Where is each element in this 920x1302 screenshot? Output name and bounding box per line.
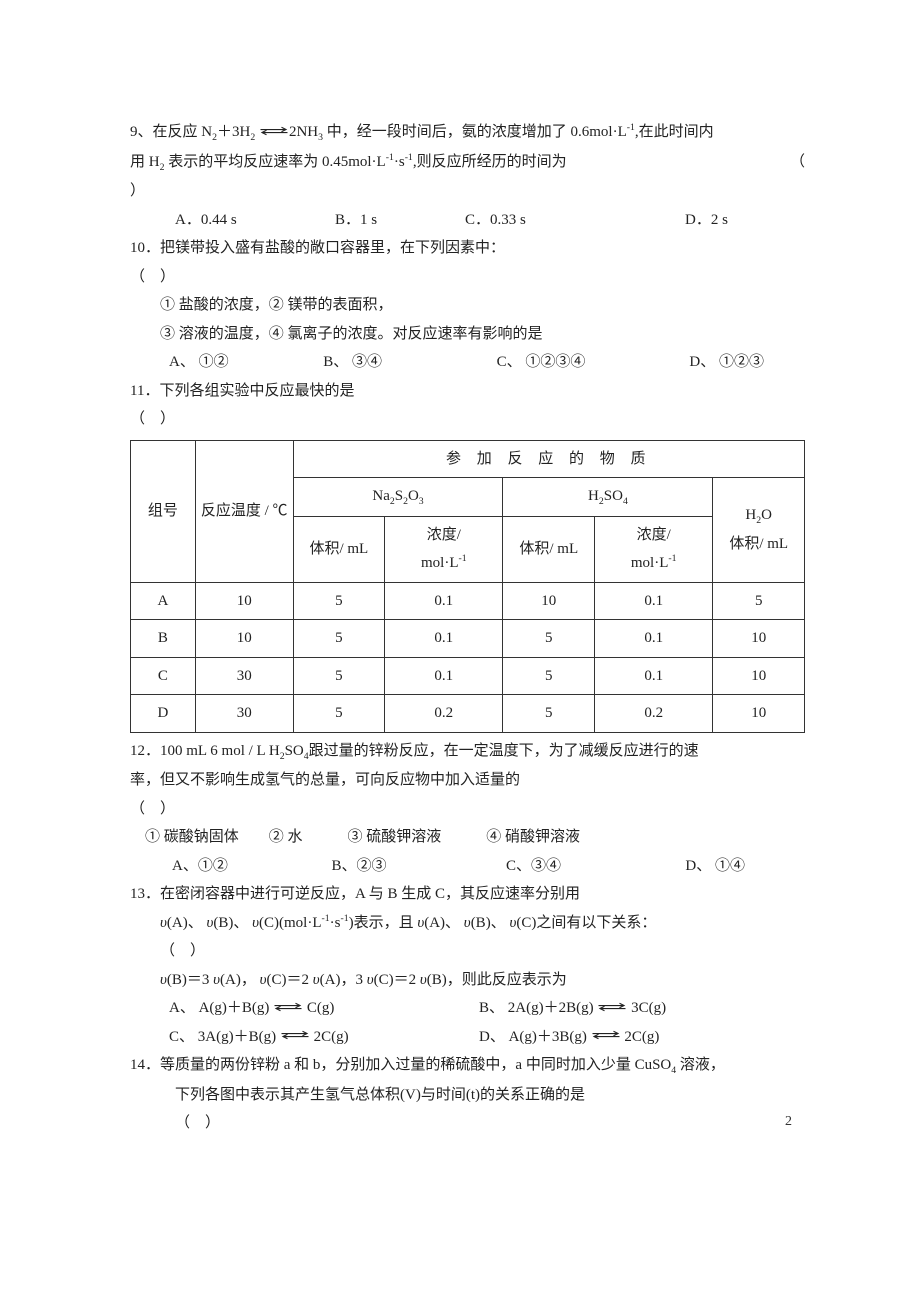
col-group: 组号 <box>131 440 196 582</box>
q12-paren: （ ） <box>130 795 805 824</box>
q10-line3: ③ 溶液的温度，④ 氯离子的浓度。对反应速率有影响的是 <box>130 320 805 349</box>
q13-opt-b: B、 2A(g)＋2B(g) 3C(g) <box>479 994 805 1023</box>
col-conc2: 浓度/mol·L-1 <box>595 516 713 582</box>
q10-opt-b: B、 ③④ <box>323 348 496 377</box>
page-number: 2 <box>785 1109 792 1136</box>
equilibrium-arrow-icon <box>280 1029 310 1041</box>
q14-line2: 下列各图中表示其产生氢气总体积(V)与时间(t)的关系正确的是 <box>130 1081 805 1110</box>
table-row: D 30 5 0.2 5 0.2 10 <box>131 695 805 733</box>
q10-opt-d: D、 ①②③ <box>689 348 805 377</box>
q13-line4: υ(B)＝3 υ(A)， υ(C)＝2 υ(A)，3 υ(C)＝2 υ(B)，则… <box>130 966 805 995</box>
q12-opt-b: B、②③ <box>332 852 506 881</box>
col-vol2: 体积/ mL <box>503 516 595 582</box>
q9-line2: 用 H2 表示的平均反应速率为 0.45mol·L-1·s-1,则反应所经历的时… <box>130 148 805 178</box>
q13-paren: （ ） <box>130 937 805 966</box>
col-conc1: 浓度/mol·L-1 <box>385 516 503 582</box>
q10-options: A、 ①② B、 ③④ C、 ①②③④ D、 ①②③ <box>130 348 805 377</box>
table-row: A 10 5 0.1 10 0.1 5 <box>131 582 805 620</box>
q13-opt-d: D、 A(g)＋3B(g) 2C(g) <box>479 1023 805 1052</box>
q13-options: A、 A(g)＋B(g) C(g) B、 2A(g)＋2B(g) <box>130 994 805 1051</box>
q9-opt-a: A．0.44 s <box>175 206 335 235</box>
equilibrium-arrow-icon <box>273 1001 303 1013</box>
q12-opt-d: D、 ①④ <box>685 852 805 881</box>
table-row: C 30 5 0.1 5 0.1 10 <box>131 657 805 695</box>
q12-options: A、①② B、②③ C、③④ D、 ①④ <box>130 852 805 881</box>
q12-line1: 12．100 mL 6 mol / L H2SO4跟过量的锌粉反应，在一定温度下… <box>130 737 805 767</box>
q12-items: ① 碳酸钠固体 ② 水 ③ 硫酸钾溶液 ④ 硝酸钾溶液 <box>130 823 805 852</box>
q9-close: ） <box>130 177 805 206</box>
col-substances: 参 加 反 应 的 物 质 <box>293 440 804 478</box>
equilibrium-arrow-icon <box>591 1029 621 1041</box>
table-row: B 10 5 0.1 5 0.1 10 <box>131 620 805 658</box>
q9-options: A．0.44 s B．1 s C．0.33 s D．2 s <box>130 206 805 235</box>
q9-opt-d: D．2 s <box>685 206 805 235</box>
q10-opt-a: A、 ①② <box>169 348 323 377</box>
equilibrium-arrow-icon <box>597 1001 627 1013</box>
q13-line2: υ(A)、 υ(B)、 υ(C)(mol·L-1·s-1)表示，且 υ(A)、 … <box>130 909 805 938</box>
col-vol1: 体积/ mL <box>293 516 385 582</box>
col-h2o: H2O 体积/ mL <box>713 478 805 583</box>
q9-opt-b: B．1 s <box>335 206 465 235</box>
q11-line1: 11．下列各组实验中反应最快的是 <box>130 377 805 406</box>
q13-opt-c: C、 3A(g)＋B(g) 2C(g) <box>169 1023 479 1052</box>
q9-opt-c: C．0.33 s <box>465 206 685 235</box>
q10-paren: （ ） <box>130 263 805 292</box>
q13-opt-a: A、 A(g)＋B(g) C(g) <box>169 994 479 1023</box>
q12-opt-a: A、①② <box>172 852 332 881</box>
q11-paren: （ ） <box>130 405 805 434</box>
q9-text: 9、在反应 N2＋3H2 2NH3 中，经一段时间后，氨的浓度增加了 0.6mo… <box>130 124 714 140</box>
q14-line1: 14．等质量的两份锌粉 a 和 b，分别加入过量的稀硫酸中，a 中同时加入少量 … <box>130 1051 805 1081</box>
q12-line2: 率，但又不影响生成氢气的总量，可向反应物中加入适量的 <box>130 766 805 795</box>
col-na2s2o3: Na2S2O3 <box>293 478 503 517</box>
col-temp: 反应温度 / ℃ <box>195 440 293 582</box>
equilibrium-arrow-icon <box>259 125 289 137</box>
q9-line1: 9、在反应 N2＋3H2 2NH3 中，经一段时间后，氨的浓度增加了 0.6mo… <box>130 118 805 148</box>
q14-paren: （ ） <box>130 1109 805 1138</box>
q10-opt-c: C、 ①②③④ <box>497 348 690 377</box>
q12-opt-c: C、③④ <box>506 852 685 881</box>
q13-line1: 13．在密闭容器中进行可逆反应，A 与 B 生成 C，其反应速率分别用 <box>130 880 805 909</box>
reaction-table: 组号 反应温度 / ℃ 参 加 反 应 的 物 质 Na2S2O3 H2SO4 … <box>130 440 805 733</box>
table-row: 组号 反应温度 / ℃ 参 加 反 应 的 物 质 <box>131 440 805 478</box>
q10-line2: ① 盐酸的浓度，② 镁带的表面积， <box>130 291 805 320</box>
col-h2so4: H2SO4 <box>503 478 713 517</box>
q10-line1: 10．把镁带投入盛有盐酸的敞口容器里，在下列因素中： <box>130 234 805 263</box>
